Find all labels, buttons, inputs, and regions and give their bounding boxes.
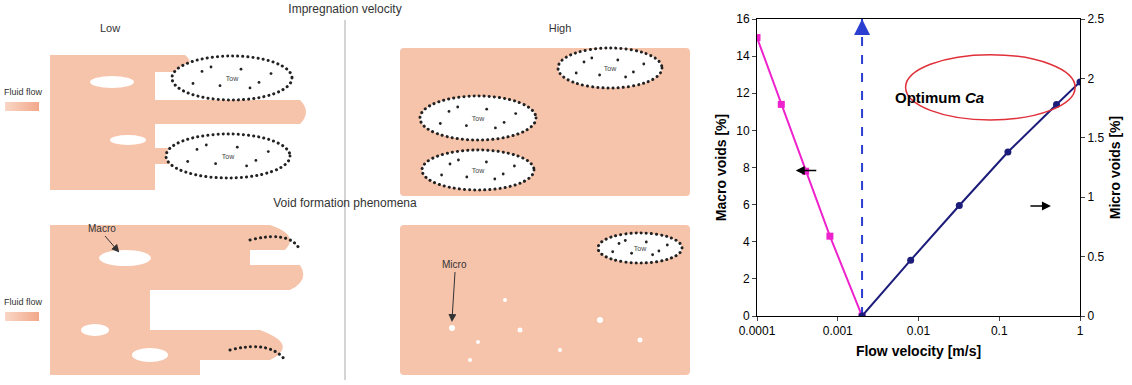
svg-text:0: 0 <box>1087 309 1094 323</box>
svg-text:Optimum Ca: Optimum Ca <box>895 89 984 106</box>
svg-text:Void formation phenomena: Void formation phenomena <box>273 196 417 210</box>
svg-text:Low: Low <box>100 22 120 34</box>
svg-text:6: 6 <box>743 198 750 212</box>
svg-text:0.01: 0.01 <box>907 324 931 338</box>
svg-text:8: 8 <box>743 161 750 175</box>
svg-text:Tow: Tow <box>222 153 235 160</box>
svg-text:Tow: Tow <box>472 167 485 174</box>
svg-text:Tow: Tow <box>226 75 239 82</box>
svg-text:0.5: 0.5 <box>1087 250 1104 264</box>
svg-text:Micro voids [%]: Micro voids [%] <box>1107 116 1123 219</box>
svg-text:Tow: Tow <box>604 65 617 72</box>
svg-text:2: 2 <box>743 272 750 286</box>
svg-text:2.5: 2.5 <box>1087 12 1104 26</box>
svg-text:14: 14 <box>736 49 750 63</box>
svg-text:1: 1 <box>1077 324 1084 338</box>
svg-text:Impregnation velocity: Impregnation velocity <box>288 2 401 16</box>
svg-text:Fluid flow: Fluid flow <box>4 297 43 307</box>
svg-text:16: 16 <box>736 12 750 26</box>
svg-text:12: 12 <box>736 86 750 100</box>
svg-text:Tow: Tow <box>472 115 485 122</box>
svg-text:10: 10 <box>736 124 750 138</box>
svg-text:Macro: Macro <box>88 223 116 234</box>
svg-text:2: 2 <box>1087 72 1094 86</box>
svg-text:1.5: 1.5 <box>1087 131 1104 145</box>
svg-text:Fluid flow: Fluid flow <box>4 87 43 97</box>
svg-text:0: 0 <box>743 309 750 323</box>
svg-text:0.0001: 0.0001 <box>739 324 776 338</box>
svg-text:Flow velocity [m/s]: Flow velocity [m/s] <box>856 343 981 359</box>
svg-text:1: 1 <box>1087 190 1094 204</box>
svg-text:4: 4 <box>743 235 750 249</box>
svg-text:Micro: Micro <box>442 259 467 270</box>
svg-text:Macro voids [%]: Macro voids [%] <box>713 114 729 221</box>
svg-text:High: High <box>549 22 572 34</box>
svg-text:Tow: Tow <box>634 245 647 252</box>
svg-text:0.1: 0.1 <box>991 324 1008 338</box>
svg-text:0.001: 0.001 <box>823 324 853 338</box>
